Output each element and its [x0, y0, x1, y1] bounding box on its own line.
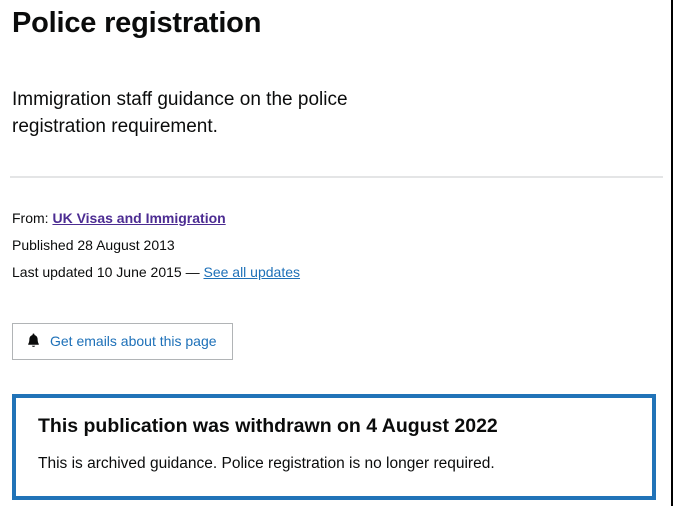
- bell-icon: [26, 333, 41, 349]
- withdrawal-notice: This publication was withdrawn on 4 Augu…: [12, 394, 656, 500]
- window-right-edge: [671, 0, 673, 506]
- last-updated-date: Last updated 10 June 2015 —: [12, 264, 200, 280]
- get-emails-label: Get emails about this page: [50, 333, 217, 349]
- publication-metadata: From: UK Visas and Immigration Published…: [12, 210, 659, 280]
- withdrawal-notice-title: This publication was withdrawn on 4 Augu…: [38, 415, 498, 437]
- page-title: Police registration: [12, 7, 262, 39]
- from-row: From: UK Visas and Immigration: [12, 210, 659, 226]
- last-updated-row: Last updated 10 June 2015 — See all upda…: [12, 264, 659, 280]
- published-date: Published 28 August 2013: [12, 237, 175, 253]
- get-emails-button[interactable]: Get emails about this page: [12, 323, 233, 360]
- page-summary: Immigration staff guidance on the police…: [12, 89, 348, 137]
- published-row: Published 28 August 2013: [12, 237, 659, 253]
- see-all-updates-link[interactable]: See all updates: [203, 264, 301, 280]
- from-label: From:: [12, 210, 49, 226]
- withdrawal-notice-description: This is archived guidance. Police regist…: [38, 455, 495, 472]
- divider: [10, 176, 663, 178]
- organisation-link[interactable]: UK Visas and Immigration: [52, 210, 226, 226]
